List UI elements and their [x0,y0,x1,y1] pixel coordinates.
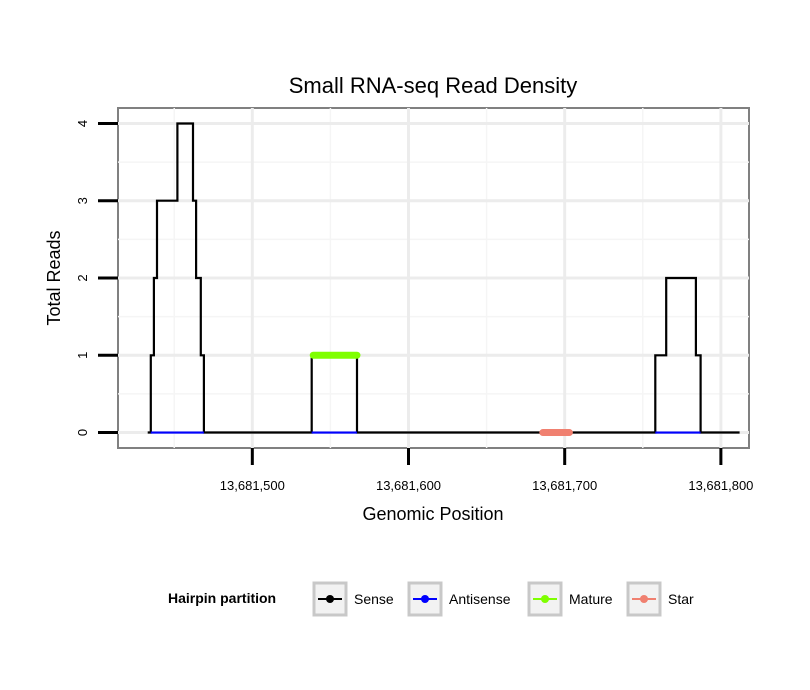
y-axis-label: Total Reads [44,230,64,325]
legend-key-dot-0 [326,595,334,603]
x-axis-label: Genomic Position [362,504,503,524]
legend-key-dot-1 [421,595,429,603]
y-tick-label-2: 2 [75,274,90,281]
legend: Hairpin partition Sense Antisense Mature St… [168,581,694,617]
y-tick-label-3: 3 [75,197,90,204]
x-tick-label-3: 13,681,800 [688,478,753,493]
y-axis: 0 1 2 3 4 [75,120,118,436]
x-tick-label-1: 13,681,600 [376,478,441,493]
legend-title: Hairpin partition [168,590,276,606]
x-tick-label-2: 13,681,700 [532,478,597,493]
legend-key-dot-2 [541,595,549,603]
chart-title: Small RNA-seq Read Density [289,73,578,98]
series-sense-line [147,122,740,434]
y-tick-label-0: 0 [75,429,90,436]
legend-key-dot-3 [640,595,648,603]
x-tick-label-0: 13,681,500 [220,478,285,493]
series-layer [147,122,740,437]
x-axis: 13,681,500 13,681,600 13,681,700 13,681,800 [220,448,753,493]
y-tick-label-4: 4 [75,120,90,127]
legend-label-2: Mature [569,591,613,607]
legend-label-1: Antisense [449,591,511,607]
legend-label-3: Star [668,591,694,607]
legend-label-0: Sense [354,591,394,607]
y-tick-label-1: 1 [75,352,90,359]
